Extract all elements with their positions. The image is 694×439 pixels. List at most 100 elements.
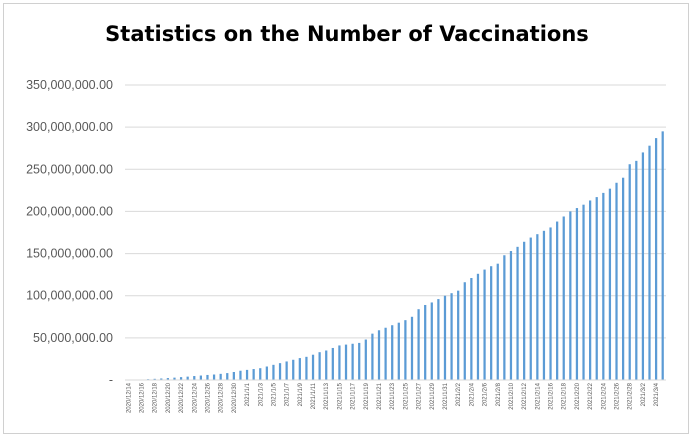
bar bbox=[160, 378, 163, 380]
bar bbox=[206, 374, 209, 380]
bar bbox=[331, 347, 334, 380]
bar bbox=[179, 377, 183, 380]
bar bbox=[529, 237, 532, 380]
bar bbox=[410, 316, 414, 380]
x-tick-label: 2021/2/10 bbox=[509, 382, 515, 409]
bar bbox=[384, 327, 387, 380]
x-tick-label: 2021/2/12 bbox=[522, 382, 528, 409]
y-axis-tick-labels: - 50,000,000.00 100,000,000.00 150,000,000.… bbox=[26, 78, 113, 387]
x-tick-label: 2021/1/19 bbox=[364, 382, 370, 409]
x-tick-label: 2021/2/4 bbox=[469, 382, 475, 406]
bar bbox=[219, 373, 222, 380]
bar bbox=[476, 273, 480, 380]
x-tick-label: 2021/1/11 bbox=[311, 382, 317, 409]
bar bbox=[153, 378, 156, 380]
bar bbox=[278, 363, 282, 380]
bar bbox=[285, 361, 288, 380]
bar bbox=[186, 376, 189, 380]
x-tick-label: 2020/12/22 bbox=[179, 382, 185, 413]
x-tick-label: 2021/1/23 bbox=[390, 382, 396, 409]
x-tick-label: 2021/3/4 bbox=[654, 382, 660, 406]
bar bbox=[661, 131, 664, 380]
x-tick-label: 2021/2/6 bbox=[483, 382, 489, 406]
bar bbox=[344, 344, 348, 380]
bar bbox=[338, 345, 341, 380]
bar bbox=[305, 356, 308, 380]
y-tick-label: 350,000,000.00 bbox=[26, 78, 113, 92]
bar bbox=[503, 255, 506, 380]
x-tick-label: 2020/12/24 bbox=[192, 382, 198, 413]
bar bbox=[212, 374, 216, 380]
bar bbox=[457, 290, 460, 380]
bar bbox=[582, 204, 585, 380]
y-tick-label: - bbox=[109, 373, 113, 387]
bar bbox=[325, 350, 328, 380]
bar bbox=[589, 200, 592, 380]
x-tick-label: 2021/1/3 bbox=[258, 382, 264, 406]
bar bbox=[509, 251, 513, 380]
bar bbox=[397, 322, 400, 380]
y-tick-label: 50,000,000.00 bbox=[33, 331, 113, 345]
y-tick-label: 250,000,000.00 bbox=[26, 162, 113, 176]
bar bbox=[569, 211, 572, 380]
y-tick-label: 100,000,000.00 bbox=[26, 289, 113, 303]
bar bbox=[199, 375, 202, 380]
x-tick-label: 2021/2/24 bbox=[601, 382, 607, 409]
bar bbox=[364, 339, 367, 380]
bar bbox=[358, 342, 361, 380]
bar bbox=[615, 182, 618, 380]
bar bbox=[351, 343, 354, 380]
x-tick-label: 2021/1/17 bbox=[351, 382, 357, 409]
bar bbox=[232, 371, 235, 380]
bar bbox=[424, 304, 427, 380]
bar bbox=[602, 192, 605, 380]
x-tick-label: 2021/1/21 bbox=[377, 382, 383, 409]
bar bbox=[377, 330, 381, 380]
bar bbox=[417, 309, 420, 380]
bar bbox=[562, 216, 565, 380]
bar bbox=[292, 359, 295, 380]
bar bbox=[556, 221, 559, 380]
bar bbox=[490, 266, 493, 380]
x-tick-label: 2021/2/16 bbox=[549, 382, 555, 409]
x-tick-label: 2021/1/5 bbox=[271, 382, 277, 406]
bar bbox=[318, 352, 321, 380]
x-tick-label: 2021/2/28 bbox=[628, 382, 634, 409]
bar bbox=[226, 373, 229, 380]
x-tick-label: 2021/1/25 bbox=[403, 382, 409, 409]
x-tick-label: 2020/12/18 bbox=[153, 382, 159, 413]
bar bbox=[450, 293, 453, 380]
gridlines bbox=[125, 84, 666, 339]
bar bbox=[654, 138, 658, 380]
x-tick-label: 2021/1/1 bbox=[245, 382, 251, 406]
x-tick-label: 2021/2/22 bbox=[588, 382, 594, 409]
bar bbox=[430, 302, 433, 380]
bar bbox=[437, 299, 440, 380]
bar bbox=[404, 320, 407, 380]
bar bbox=[523, 241, 526, 380]
bar bbox=[311, 354, 315, 380]
bar bbox=[595, 197, 598, 380]
x-tick-label: 2021/2/20 bbox=[575, 382, 581, 409]
bar bbox=[166, 378, 170, 380]
y-tick-label: 200,000,000.00 bbox=[26, 204, 113, 218]
x-tick-label: 2021/1/13 bbox=[324, 382, 330, 409]
y-tick-label: 300,000,000.00 bbox=[26, 120, 113, 134]
bar bbox=[265, 366, 268, 380]
bar bbox=[648, 145, 651, 380]
bar bbox=[193, 376, 196, 380]
x-tick-label: 2021/1/27 bbox=[417, 382, 423, 409]
bar bbox=[443, 295, 447, 380]
x-tick-label: 2020/12/26 bbox=[205, 382, 211, 413]
bar bbox=[516, 246, 519, 380]
bar bbox=[371, 333, 374, 380]
bar bbox=[628, 164, 631, 380]
bar bbox=[608, 188, 612, 380]
bar bbox=[496, 263, 499, 380]
bar-series bbox=[127, 131, 664, 381]
bar bbox=[463, 282, 466, 380]
x-tick-label: 2021/2/14 bbox=[535, 382, 541, 409]
x-tick-label: 2021/1/7 bbox=[285, 382, 291, 406]
bar bbox=[173, 377, 176, 380]
